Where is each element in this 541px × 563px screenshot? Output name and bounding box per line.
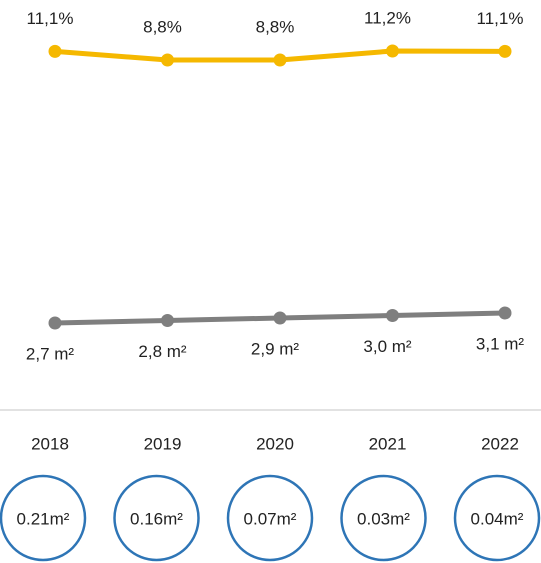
data-label: 2,8 m²	[138, 342, 187, 361]
x-tick-label: 2022	[481, 434, 519, 453]
value-circle	[226, 474, 314, 562]
data-point	[386, 309, 399, 322]
data-point	[161, 314, 174, 327]
data-point	[48, 44, 62, 58]
x-tick-label: 2021	[369, 434, 407, 453]
data-point	[273, 311, 287, 325]
data-label: 2,7 m²	[26, 344, 75, 363]
data-label: 8,8%	[256, 17, 295, 36]
value-circle	[113, 474, 200, 562]
data-point	[273, 53, 287, 67]
x-tick-label: 2019	[144, 434, 182, 453]
data-label: 11,1%	[477, 9, 524, 28]
circle-label: 0.04m²	[471, 509, 524, 528]
data-point	[48, 316, 62, 330]
circle-label: 0.21m²	[17, 509, 70, 528]
data-point	[498, 306, 512, 320]
value-circle	[453, 474, 541, 562]
circle-label: 0.03m²	[357, 509, 410, 528]
data-point	[386, 44, 399, 58]
data-point	[161, 53, 174, 67]
data-label: 11,2%	[364, 8, 411, 27]
data-point	[498, 44, 512, 58]
circle-label: 0.07m²	[244, 509, 297, 528]
data-label: 8,8%	[143, 17, 182, 36]
x-tick-label: 2020	[256, 434, 294, 453]
data-label: 2,9 m²	[251, 339, 300, 358]
circle-label: 0.16m²	[130, 509, 183, 528]
value-circle	[340, 474, 427, 562]
data-label: 3,0 m²	[363, 337, 412, 356]
data-label: 3,1 m²	[476, 334, 525, 353]
x-tick-label: 2018	[31, 434, 69, 453]
data-label: 11,1%	[27, 9, 74, 28]
value-circle	[0, 474, 87, 562]
